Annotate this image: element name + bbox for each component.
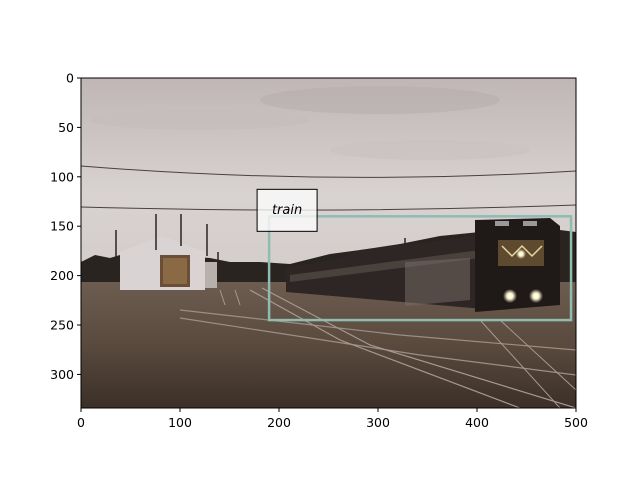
x-tick-label: 400 [465,415,489,430]
y-axis-ticks: 0 50 100 150 200 250 300 [50,71,81,382]
y-tick-label: 200 [50,268,74,283]
x-tick-label: 300 [366,415,390,430]
detection-box [267,215,573,322]
y-tick-label: 250 [50,318,74,333]
y-tick-label: 0 [66,71,74,86]
y-tick-label: 150 [50,219,74,234]
detection-label: train [272,203,302,218]
axes-frame [80,77,577,409]
y-tick-label: 50 [58,120,74,135]
x-tick-label: 0 [77,415,85,430]
detection-label-group: train [256,188,318,232]
x-axis-ticks: 0 100 200 300 400 500 [77,408,588,430]
x-tick-label: 100 [168,415,192,430]
photo [81,78,576,408]
y-tick-label: 100 [50,169,74,184]
y-tick-label: 300 [50,367,74,382]
x-tick-label: 200 [267,415,291,430]
x-tick-label: 500 [564,415,588,430]
detection-label-background [256,188,318,232]
